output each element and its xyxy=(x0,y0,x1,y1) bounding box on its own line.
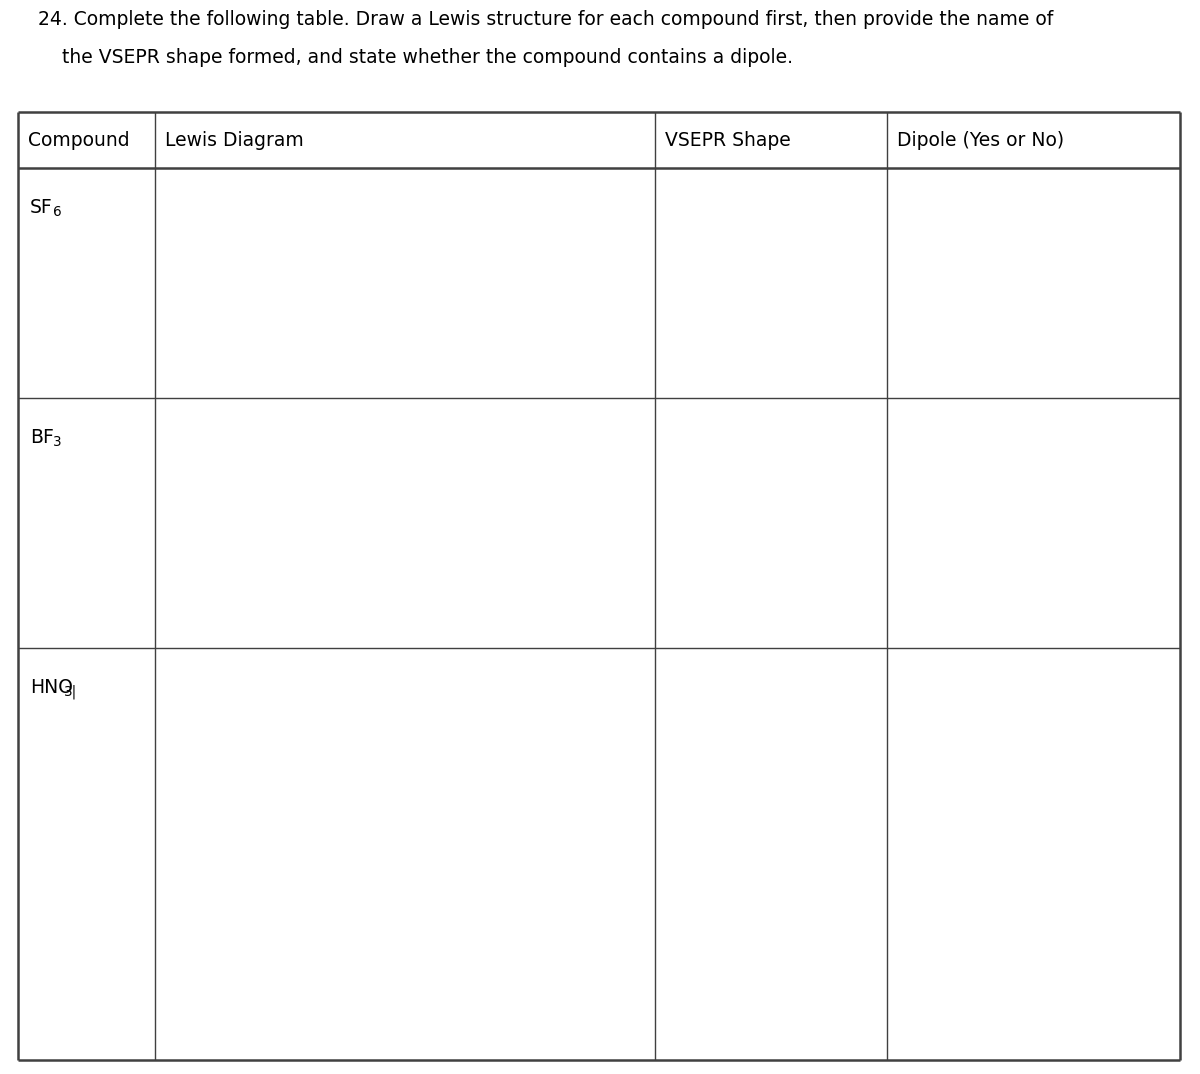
Text: Lewis Diagram: Lewis Diagram xyxy=(166,131,304,149)
Text: 3: 3 xyxy=(53,435,61,449)
Text: Dipole (Yes or No): Dipole (Yes or No) xyxy=(898,131,1064,149)
Text: VSEPR Shape: VSEPR Shape xyxy=(665,131,791,149)
Text: Compound: Compound xyxy=(28,131,130,149)
Text: BF: BF xyxy=(30,429,54,447)
Text: 6: 6 xyxy=(53,204,61,219)
Text: 24. Complete the following table. Draw a Lewis structure for each compound first: 24. Complete the following table. Draw a… xyxy=(38,10,1054,29)
Text: 3|: 3| xyxy=(64,684,77,699)
Text: SF: SF xyxy=(30,198,53,217)
Text: HNO: HNO xyxy=(30,678,73,697)
Text: the VSEPR shape formed, and state whether the compound contains a dipole.: the VSEPR shape formed, and state whethe… xyxy=(38,48,793,67)
